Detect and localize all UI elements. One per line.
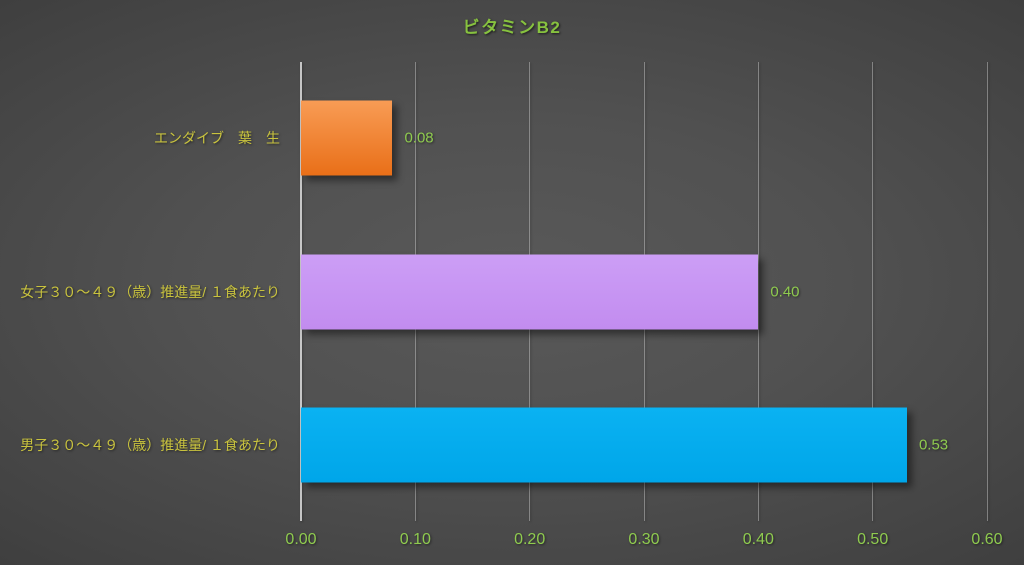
x-tick-label: 0.40: [742, 531, 774, 548]
bar-value-label: 0.08: [404, 129, 434, 147]
category-label: エンダイブ 葉 生: [154, 130, 280, 147]
x-tick-label: 0.30: [628, 531, 660, 548]
bar-value-label: 0.53: [918, 436, 949, 453]
bar-value-label: 0.40: [770, 283, 800, 300]
bar-1: [301, 254, 759, 329]
bar-0: [301, 100, 393, 176]
bar-2: [301, 407, 907, 482]
chart-title: ビタミンB2: [462, 18, 562, 37]
gridline: [986, 62, 988, 521]
x-tick-label: 0.00: [285, 531, 317, 548]
value-axis: 0.00 0.10 0.20 0.30 0.40 0.50 0.60: [285, 531, 1002, 553]
x-tick-label: 0.20: [514, 531, 546, 548]
category-axis: エンダイブ 葉 生女子３０〜４９（歳）推進量/ １食あたり 男子３０〜４９（歳）推…: [0, 62, 290, 521]
x-tick-label: 0.10: [399, 531, 431, 548]
category-label: 女子３０〜４９（歳）推進量/ １食あたり: [20, 283, 280, 300]
x-tick-label: 0.60: [971, 531, 1003, 548]
category-label: 男子３０〜４９（歳）推進量/ １食あたり: [20, 436, 280, 453]
gridline: [872, 62, 874, 521]
plot-area: 0.08 0.40 0.53: [300, 62, 988, 521]
x-tick-label: 0.50: [857, 531, 889, 548]
gridline: [757, 62, 759, 521]
